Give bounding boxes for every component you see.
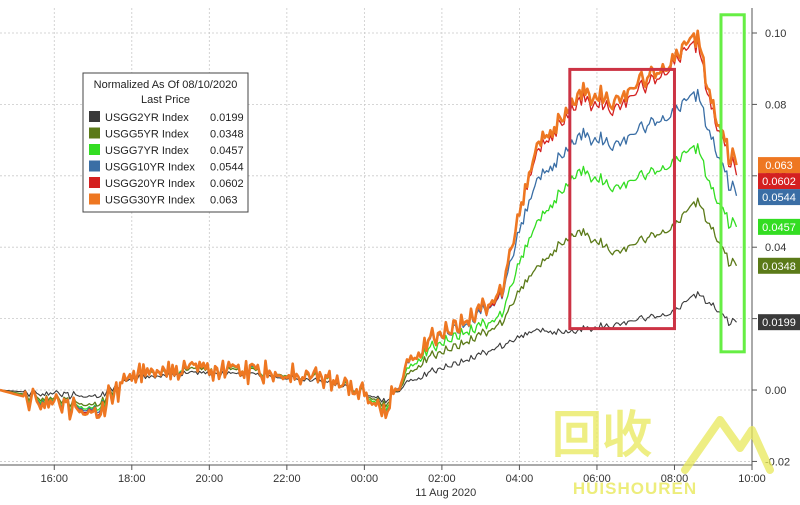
legend-entry-name: USGG7YR Index xyxy=(105,145,189,157)
legend-entry-name: USGG2YR Index xyxy=(105,112,189,124)
series-line-usgg30yr xyxy=(0,29,738,421)
last-price-tag-value: 0.063 xyxy=(765,160,793,172)
last-price-tag-usgg30yr: 0.063 xyxy=(758,157,800,174)
x-tick-label: 16:00 xyxy=(41,473,69,485)
legend-swatch xyxy=(89,144,100,155)
legend-entry-value: 0.0602 xyxy=(210,178,244,190)
y-tick-label: 0.04 xyxy=(765,242,786,254)
x-tick-label: 22:00 xyxy=(273,473,301,485)
last-price-tag-bg xyxy=(758,314,800,331)
y-tick-label: 0.08 xyxy=(765,99,786,111)
y-tick-label: 0.00 xyxy=(765,385,786,397)
legend-entry-name: USGG20YR Index xyxy=(105,178,195,190)
last-price-tag-usgg2yr: 0.0199 xyxy=(758,314,800,331)
x-tick-label: 20:00 xyxy=(196,473,224,485)
watermark-brand-text: HUISHOUREN xyxy=(573,479,697,498)
legend-entry-name: USGG5YR Index xyxy=(105,129,189,141)
x-tick-label: 18:00 xyxy=(118,473,146,485)
series-layer xyxy=(0,29,738,421)
x-tick-label: 04:00 xyxy=(506,473,534,485)
legend-swatch xyxy=(89,177,100,188)
axes: 16:00 18:00 20:00 22:00 00:00 02:00 04:00 06:00… xyxy=(0,8,800,499)
x-tick-label: 02:00 xyxy=(428,473,456,485)
legend-entry-name: USGG30YR Index xyxy=(105,195,195,207)
last-price-tag-bg xyxy=(758,257,800,274)
annotation-layer xyxy=(568,13,746,354)
last-price-tag-value: 0.0544 xyxy=(762,192,796,204)
date-label: 11 Aug 2020 xyxy=(415,487,476,499)
x-tick-label: 00:00 xyxy=(351,473,379,485)
legend-entry-value: 0.0199 xyxy=(210,112,244,124)
watermark-logo-icon xyxy=(681,416,774,474)
legend-swatch xyxy=(89,193,100,205)
x-tick-label: 10:00 xyxy=(738,473,766,485)
legend-subtitle: Last Price xyxy=(141,94,190,106)
highlight-box-2 xyxy=(719,13,746,354)
legend-entry-value: 0.0544 xyxy=(210,162,244,174)
y-tick-label: 0.10 xyxy=(765,28,786,40)
last-price-tag-bg xyxy=(758,189,800,206)
last-price-tag-usgg5yr: 0.0348 xyxy=(758,257,800,274)
legend-entry-value: 0.0457 xyxy=(210,145,244,157)
legend-entry-value: 0.0348 xyxy=(210,129,244,141)
last-price-tag-value: 0.0199 xyxy=(762,317,796,329)
last-price-tag-bg xyxy=(758,218,800,235)
last-price-tag-usgg7yr: 0.0457 xyxy=(758,218,800,235)
legend-swatch xyxy=(89,160,100,172)
last-price-tag-value: 0.0602 xyxy=(762,176,796,188)
x-tick-label: 06:00 xyxy=(583,473,611,485)
legend-entry-value: 0.063 xyxy=(210,195,238,207)
x-tick-label: 08:00 xyxy=(661,473,689,485)
highlight-box-1 xyxy=(568,67,676,331)
legend-entry-name: USGG10YR Index xyxy=(105,162,195,174)
last-price-tag-bg xyxy=(758,173,800,190)
watermark: 回收 HUISHOUREN xyxy=(552,407,774,498)
legend-title: Normalized As Of 08/10/2020 xyxy=(94,79,238,91)
legend-swatch xyxy=(89,111,100,122)
last-price-tag-value: 0.0348 xyxy=(762,261,796,273)
last-price-tag-usgg10yr: 0.0544 xyxy=(758,189,800,206)
last-price-tag-value: 0.0457 xyxy=(762,222,796,234)
legend-swatch xyxy=(89,127,100,139)
last-price-tag-usgg20yr: 0.0602 xyxy=(758,173,800,190)
legend: Normalized As Of 08/10/2020 Last Price USG… xyxy=(82,72,249,213)
last-price-tag-bg xyxy=(758,157,800,174)
legend-box xyxy=(82,72,249,213)
watermark-logo-text: 回收 xyxy=(552,407,652,463)
